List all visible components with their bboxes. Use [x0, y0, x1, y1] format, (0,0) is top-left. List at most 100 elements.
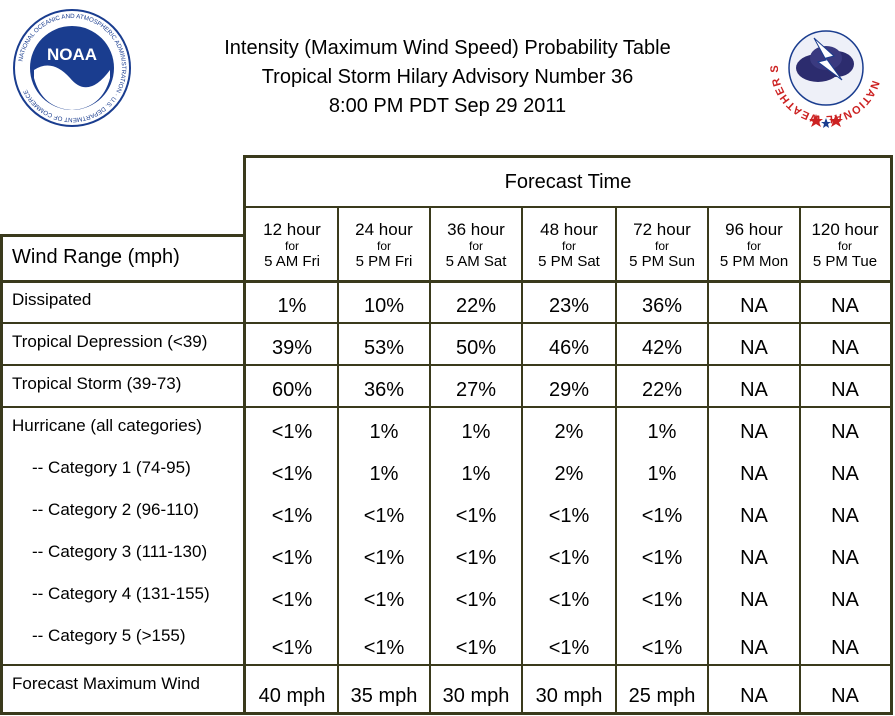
- column-header-time: 5 AM Fri: [264, 253, 320, 270]
- column-rule: [521, 206, 523, 714]
- table-cell: 1%: [277, 295, 307, 317]
- column-header-for: for: [468, 239, 483, 253]
- column-rule: [615, 206, 617, 714]
- column-header-hour: 12 hour: [263, 220, 321, 239]
- row-label: Hurricane (all categories): [12, 416, 202, 435]
- header-bottom-rule: [0, 280, 893, 283]
- table-cell: <1%: [548, 547, 590, 569]
- table-cell: <1%: [455, 637, 497, 659]
- table-cell: 1%: [461, 463, 491, 485]
- column-header-for: for: [376, 239, 391, 253]
- table-cell: NA: [740, 505, 768, 527]
- column-rule: [337, 206, 339, 714]
- table-cell: NA: [831, 379, 859, 401]
- row-label: Tropical Storm (39-73): [12, 374, 182, 393]
- table-cell: <1%: [271, 421, 313, 443]
- table-cell: 30 mph: [442, 685, 510, 707]
- column-rule: [707, 206, 709, 714]
- table-cell: 10%: [363, 295, 405, 317]
- row-label: -- Category 5 (>155): [32, 626, 186, 645]
- table-cell: <1%: [363, 637, 405, 659]
- table-cell: 29%: [548, 379, 590, 401]
- table-cell: <1%: [641, 505, 683, 527]
- column-header-for: for: [654, 239, 669, 253]
- table-cell: 39%: [271, 337, 313, 359]
- table-cell: 22%: [455, 295, 497, 317]
- column-header-time: 5 PM Sun: [629, 253, 695, 270]
- row-rule: [0, 664, 893, 666]
- label-column-rule: [243, 280, 246, 714]
- column-rule: [429, 206, 431, 714]
- table-cell: NA: [740, 637, 768, 659]
- table-cell: NA: [740, 547, 768, 569]
- table-cell: NA: [831, 463, 859, 485]
- column-header-for: for: [561, 239, 576, 253]
- column-header-time: 5 PM Mon: [719, 253, 789, 270]
- table-cell: NA: [831, 685, 859, 707]
- column-header: 72 hour for 5 PM Sun: [616, 220, 708, 271]
- table-cell: 46%: [548, 337, 590, 359]
- table-cell: 50%: [455, 337, 497, 359]
- table-cell: 22%: [641, 379, 683, 401]
- column-header: 96 hour for 5 PM Mon: [708, 220, 800, 271]
- table-cell: 25 mph: [628, 685, 696, 707]
- row-rule: [0, 364, 893, 366]
- table-cell: 40 mph: [258, 685, 326, 707]
- column-header: 120 hour for 5 PM Tue: [800, 220, 890, 271]
- table-cell: 1%: [647, 463, 677, 485]
- table-cell: <1%: [548, 505, 590, 527]
- table-cell: NA: [831, 589, 859, 611]
- table-cell: NA: [831, 547, 859, 569]
- table-cell: <1%: [455, 505, 497, 527]
- table-cell: NA: [831, 637, 859, 659]
- row-rule: [0, 406, 893, 408]
- table-cell: <1%: [271, 463, 313, 485]
- table-cell: 23%: [548, 295, 590, 317]
- column-header-hour: 72 hour: [633, 220, 691, 239]
- table-cell: NA: [740, 685, 768, 707]
- table-bottom-rule: [0, 712, 893, 715]
- column-header-for: for: [284, 239, 299, 253]
- title-line-1: Intensity (Maximum Wind Speed) Probabili…: [224, 37, 671, 59]
- table-cell: 27%: [455, 379, 497, 401]
- column-header-for: for: [837, 239, 852, 253]
- table-cell: <1%: [271, 505, 313, 527]
- table-cell: 60%: [271, 379, 313, 401]
- row-label: Tropical Depression (<39): [12, 332, 208, 351]
- forecast-time-rule: [246, 206, 890, 208]
- left-header-rule: [243, 155, 246, 281]
- table-cell: <1%: [363, 589, 405, 611]
- table-cell: <1%: [455, 547, 497, 569]
- table-cell: <1%: [548, 637, 590, 659]
- table-cell: NA: [831, 421, 859, 443]
- table-cell: NA: [831, 295, 859, 317]
- table-cell: 36%: [363, 379, 405, 401]
- wind-range-header: Wind Range (mph): [12, 246, 180, 268]
- table-cell: 36%: [641, 295, 683, 317]
- column-header-hour: 24 hour: [355, 220, 413, 239]
- row-rule: [0, 322, 893, 324]
- row-label: -- Category 4 (131-155): [32, 584, 210, 603]
- table-cell: <1%: [363, 547, 405, 569]
- column-header-time: 5 PM Fri: [355, 253, 413, 270]
- table-cell: <1%: [548, 589, 590, 611]
- column-header-hour: 96 hour: [725, 220, 783, 239]
- table-cell: 1%: [461, 421, 491, 443]
- row-label: -- Category 2 (96-110): [32, 500, 199, 519]
- nws-logo: NATIONAL WEATHER SERVICE: [766, 8, 884, 128]
- title-line-2: Tropical Storm Hilary Advisory Number 36: [261, 66, 634, 88]
- row-label: Dissipated: [12, 290, 92, 309]
- column-header-time: 5 PM Sat: [538, 253, 600, 270]
- table-cell: NA: [831, 505, 859, 527]
- table-cell: <1%: [641, 637, 683, 659]
- table-cell: NA: [740, 589, 768, 611]
- column-header-hour: 48 hour: [540, 220, 598, 239]
- column-rule: [799, 206, 801, 714]
- column-header-hour: 36 hour: [447, 220, 505, 239]
- column-header: 36 hour for 5 AM Sat: [430, 220, 522, 271]
- table-cell: <1%: [363, 505, 405, 527]
- table-cell: <1%: [641, 589, 683, 611]
- table-cell: 1%: [369, 463, 399, 485]
- row-label: -- Category 1 (74-95): [32, 458, 191, 477]
- row-header-top-rule: [0, 234, 246, 237]
